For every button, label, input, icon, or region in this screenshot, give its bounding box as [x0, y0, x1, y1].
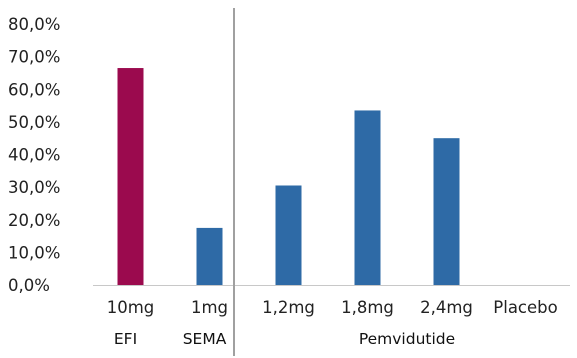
- x-category-label: Placebo: [493, 298, 557, 317]
- x-category-label: 1,8mg: [341, 298, 394, 317]
- y-tick-label: 10,0%: [8, 243, 60, 262]
- y-tick-label: 30,0%: [8, 178, 60, 197]
- category-labels: 10mg 1mg 1,2mg 1,8mg 2,4mg Placebo: [107, 298, 558, 317]
- bar: [433, 138, 460, 285]
- bar: [354, 110, 381, 285]
- bar: [117, 68, 144, 285]
- y-tick-label: 50,0%: [8, 113, 60, 132]
- y-tick-label: 80,0%: [8, 15, 60, 34]
- x-group-label: SEMA: [183, 330, 227, 348]
- bars: [117, 68, 460, 285]
- bar: [196, 227, 223, 285]
- x-category-label: 1,2mg: [262, 298, 315, 317]
- bar: [275, 185, 302, 285]
- y-tick-label: 20,0%: [8, 211, 60, 230]
- x-category-label: 10mg: [107, 298, 155, 317]
- group-labels: EFI SEMA Pemvidutide: [114, 330, 455, 348]
- x-group-label: Pemvidutide: [359, 330, 455, 348]
- y-tick-label: 0,0%: [8, 276, 50, 295]
- y-tick-label: 60,0%: [8, 80, 60, 99]
- x-category-label: 1mg: [191, 298, 228, 317]
- y-tick-label: 70,0%: [8, 48, 60, 67]
- y-axis-ticks: 0,0% 10,0% 20,0% 30,0% 40,0% 50,0% 60,0% 70,0% 8…: [8, 15, 60, 295]
- x-group-label: EFI: [114, 330, 137, 348]
- x-category-label: 2,4mg: [420, 298, 473, 317]
- y-tick-label: 40,0%: [8, 146, 60, 165]
